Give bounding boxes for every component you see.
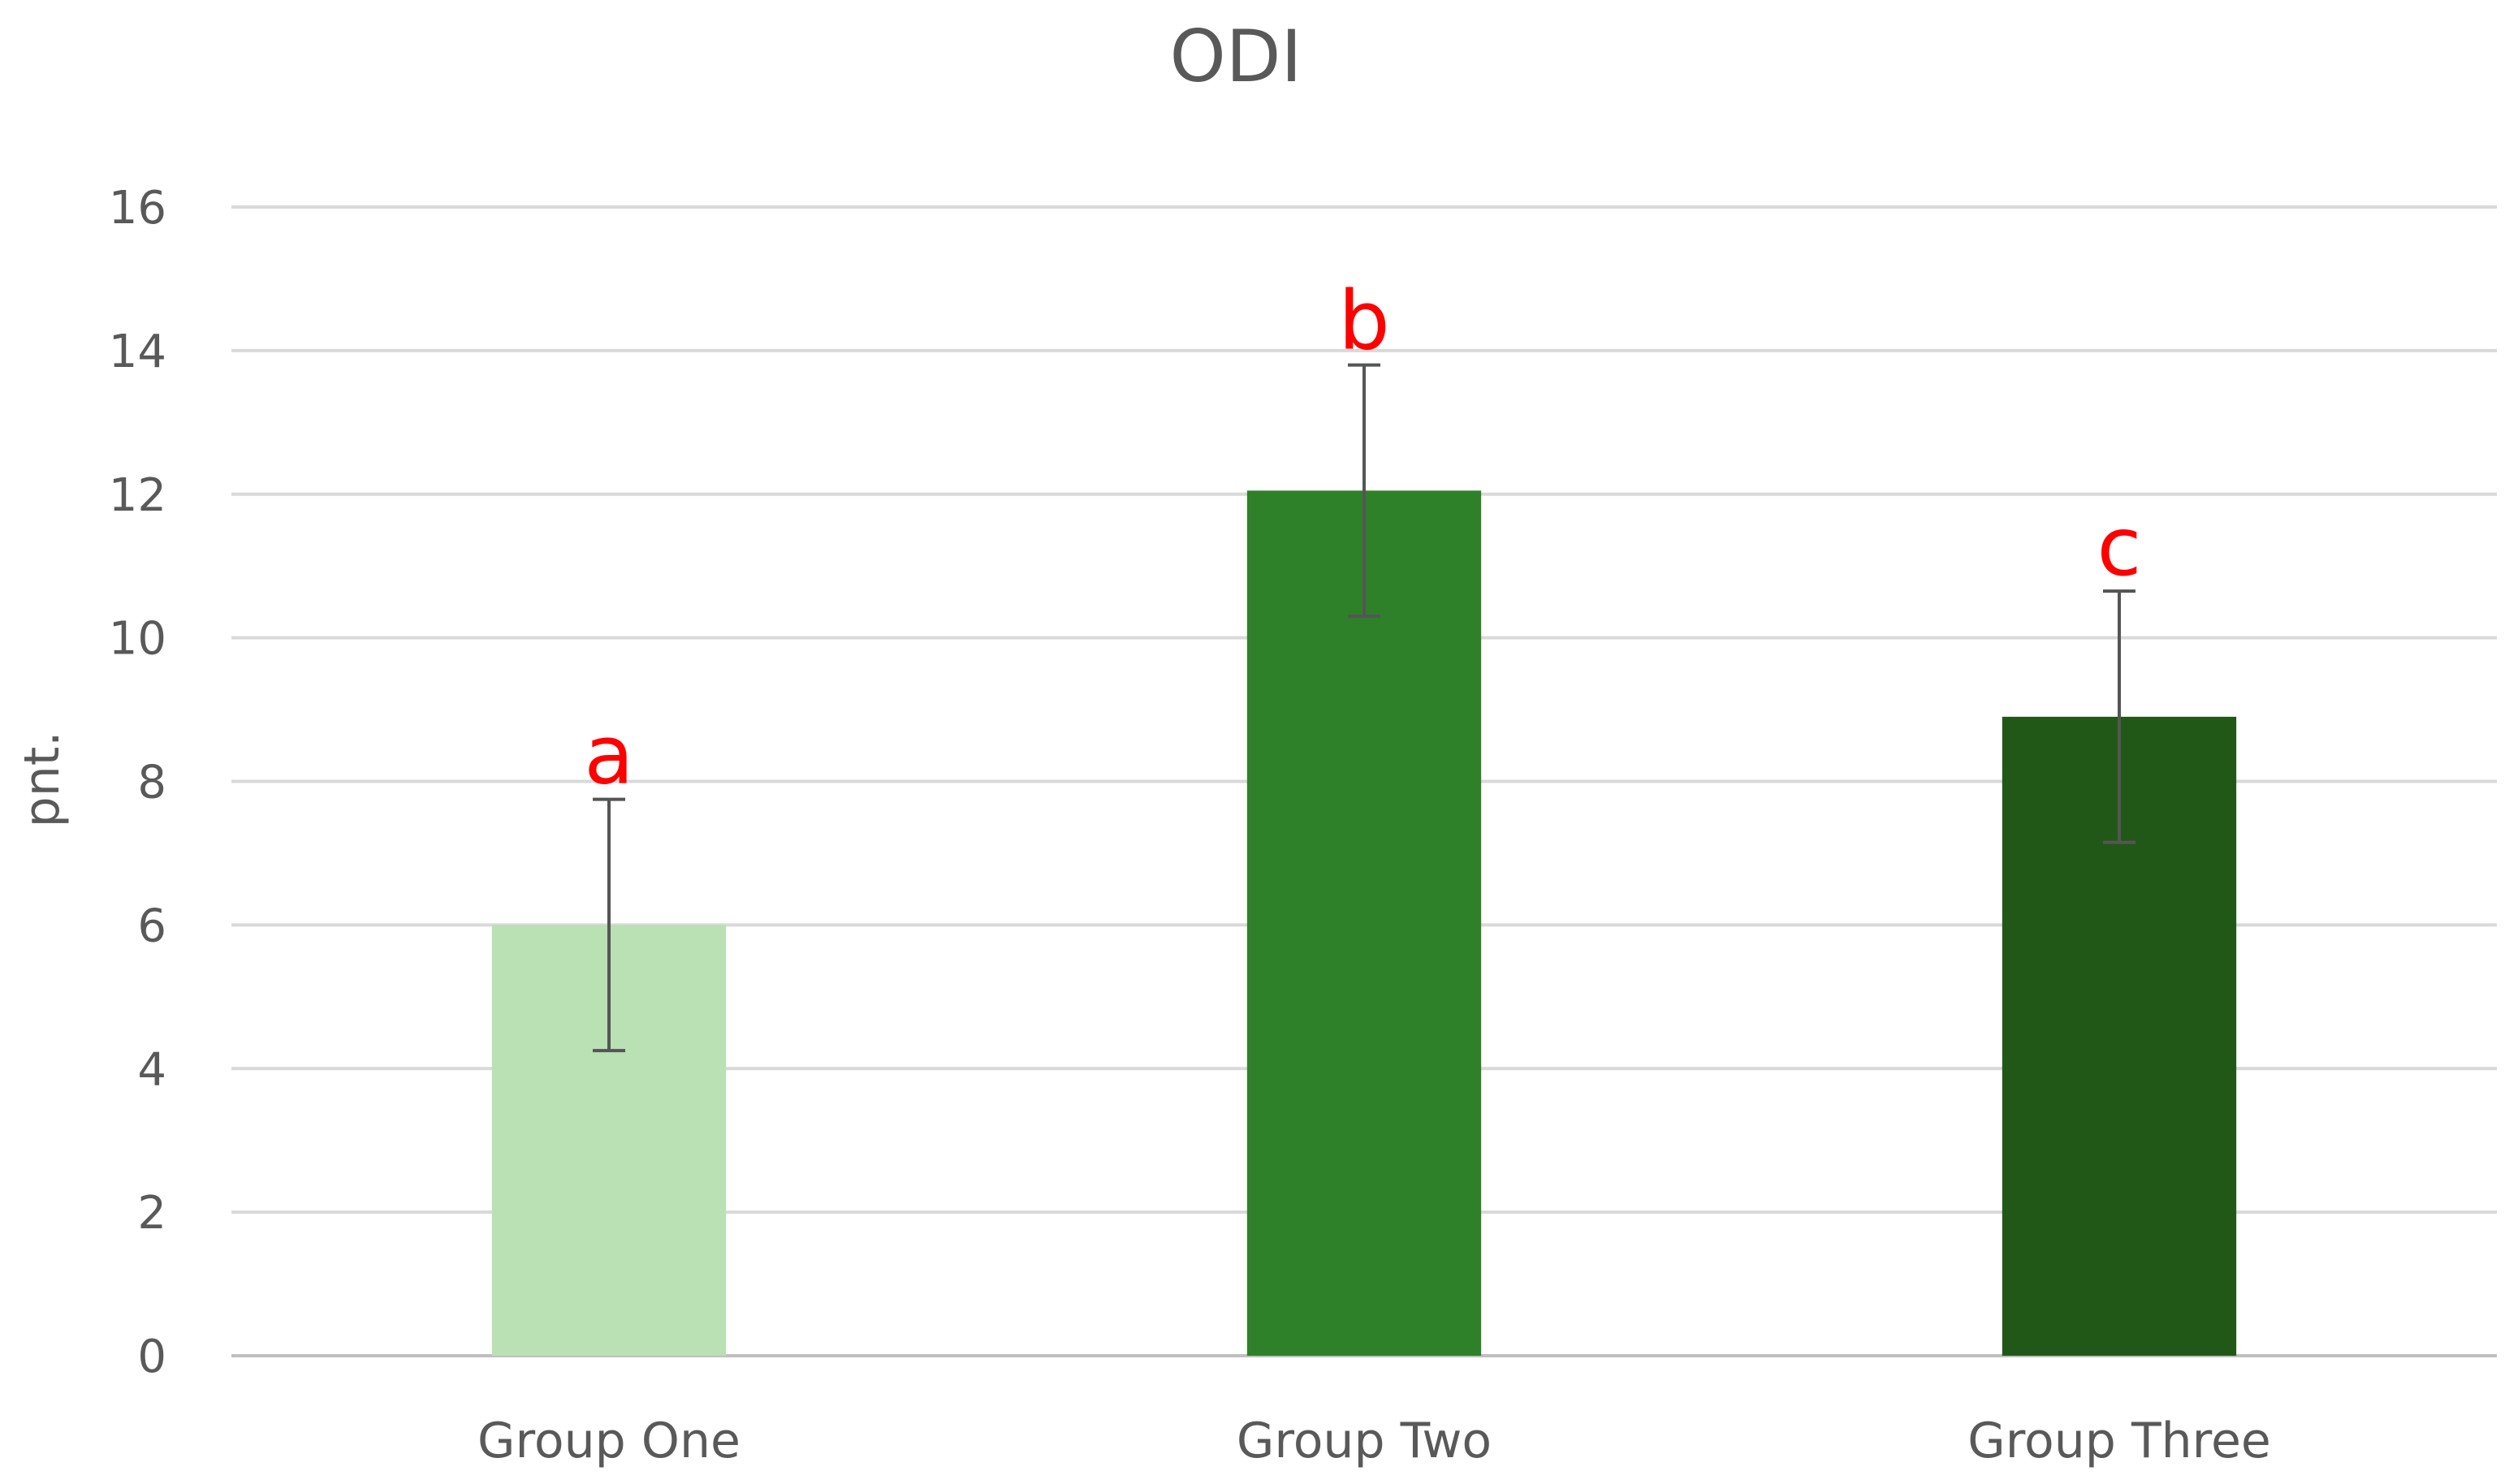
significance-label: a bbox=[584, 708, 633, 803]
y-tick-label: 2 bbox=[137, 1187, 166, 1240]
x-category-label: Group One bbox=[477, 1413, 741, 1469]
significance-label: b bbox=[1338, 274, 1389, 369]
significance-label: c bbox=[2097, 499, 2142, 594]
y-axis-ticks: 0 2 4 6 8 10 12 14 16 bbox=[109, 182, 166, 1383]
x-category-label: Group Two bbox=[1237, 1413, 1492, 1469]
x-axis-categories: Group One Group Two Group Three bbox=[477, 1413, 2271, 1469]
error-bar bbox=[1348, 363, 1380, 619]
y-tick-label: 4 bbox=[137, 1043, 166, 1096]
y-tick-label: 14 bbox=[109, 326, 166, 378]
y-tick-label: 12 bbox=[109, 469, 166, 522]
y-tick-label: 6 bbox=[137, 899, 166, 952]
y-tick-label: 8 bbox=[137, 757, 166, 809]
error-bar bbox=[2103, 589, 2135, 844]
bars bbox=[491, 490, 2237, 1356]
chart-title: ODI bbox=[1170, 15, 1302, 98]
error-bar bbox=[593, 797, 625, 1053]
error-bars bbox=[593, 363, 2135, 1053]
y-tick-label: 16 bbox=[109, 182, 166, 235]
bar bbox=[1246, 490, 1482, 1356]
significance-labels: a b c bbox=[584, 274, 2141, 803]
y-axis-label: pnt. bbox=[14, 731, 71, 828]
y-tick-label: 10 bbox=[109, 613, 166, 666]
y-tick-label: 0 bbox=[137, 1331, 166, 1383]
x-category-label: Group Three bbox=[1967, 1413, 2271, 1469]
